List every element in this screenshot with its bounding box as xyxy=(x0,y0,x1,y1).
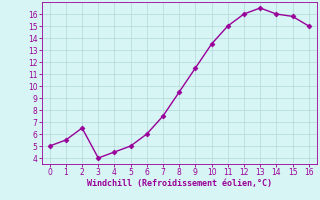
X-axis label: Windchill (Refroidissement éolien,°C): Windchill (Refroidissement éolien,°C) xyxy=(87,179,272,188)
